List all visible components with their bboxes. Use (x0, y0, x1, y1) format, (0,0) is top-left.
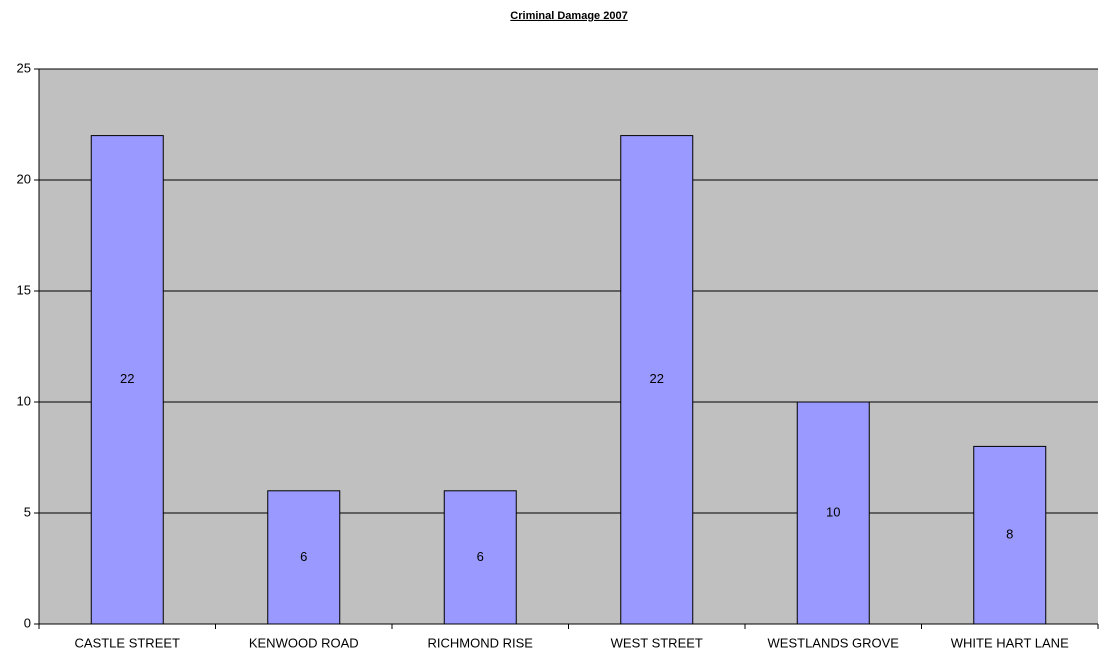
x-tick-label: WESTLANDS GROVE (768, 635, 900, 650)
x-tick-label: WHITE HART LANE (951, 635, 1069, 650)
bar (267, 490, 341, 625)
y-tick-label: 25 (17, 60, 31, 75)
x-tick-label: KENWOOD ROAD (249, 635, 359, 650)
bar (443, 490, 517, 625)
x-tick-label: CASTLE STREET (75, 635, 181, 650)
x-tick-label: WEST STREET (611, 635, 703, 650)
y-tick-label: 0 (24, 615, 31, 630)
y-tick-label: 20 (17, 171, 31, 186)
data-label: 8 (1006, 527, 1013, 542)
y-tick-label: 15 (17, 282, 31, 297)
plot-area (39, 69, 1098, 624)
data-label: 22 (120, 371, 134, 386)
bar (620, 135, 694, 625)
data-label: 6 (300, 549, 307, 564)
x-tick-label: RICHMOND RISE (428, 635, 534, 650)
data-label: 10 (826, 504, 840, 519)
y-tick-label: 10 (17, 393, 31, 408)
chart-title: Criminal Damage 2007 (510, 10, 627, 22)
data-label: 6 (477, 549, 484, 564)
y-tick-label: 5 (24, 504, 31, 519)
bar (796, 401, 870, 625)
bar (90, 135, 164, 625)
data-label: 22 (650, 371, 664, 386)
